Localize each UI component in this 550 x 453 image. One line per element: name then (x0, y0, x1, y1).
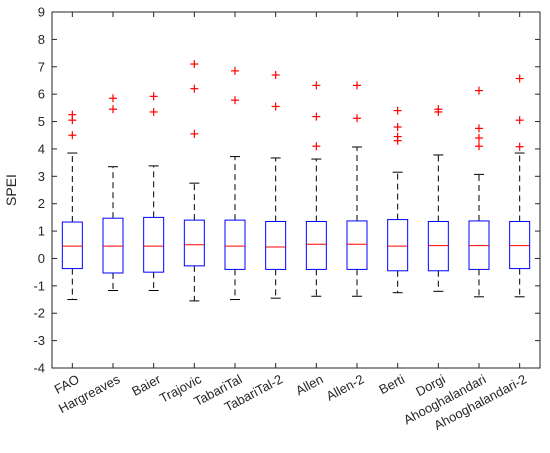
box-hargreaves (102, 94, 124, 292)
box-allen-2 (346, 81, 368, 297)
iqr-box (387, 219, 409, 272)
y-tick-label: 0 (38, 251, 45, 266)
outlier-marker (271, 70, 280, 79)
box-dorgi (427, 105, 449, 292)
outlier-marker (312, 81, 321, 90)
iqr-box (183, 219, 205, 267)
y-tick-label: 9 (38, 5, 45, 20)
outlier-marker (515, 142, 524, 151)
y-tick-label: -2 (33, 306, 45, 321)
y-tick-label: 8 (38, 32, 45, 47)
outlier-marker (312, 112, 321, 121)
y-tick-label: 1 (38, 224, 45, 239)
y-tick-label: 3 (38, 169, 45, 184)
outlier-marker (231, 96, 239, 105)
outlier-marker (231, 66, 239, 75)
box-tabarital-2 (265, 70, 287, 299)
outlier-marker (312, 142, 321, 151)
box-baier (143, 92, 165, 292)
axes-frame (51, 11, 541, 369)
box-allen (305, 81, 327, 297)
y-tick-label: -3 (33, 333, 45, 348)
iqr-box (224, 219, 246, 270)
iqr-box (305, 220, 327, 270)
y-tick-label: 7 (38, 59, 45, 74)
y-tick-label: 4 (38, 141, 45, 156)
y-axis-label: SPEI (3, 174, 19, 206)
iqr-box (346, 220, 368, 270)
outlier-marker (190, 84, 199, 93)
outlier-marker (353, 114, 361, 123)
outlier-marker (68, 110, 77, 119)
outlier-marker (515, 74, 524, 83)
iqr-box (102, 217, 124, 274)
outlier-marker (393, 123, 402, 132)
box-trajovic (183, 60, 205, 302)
outlier-marker (109, 94, 117, 103)
outlier-marker (353, 81, 361, 90)
y-tick-label: -4 (33, 361, 45, 376)
x-tick-label: Allen-2 (324, 371, 367, 403)
box-fao (61, 110, 83, 301)
outlier-marker (434, 105, 443, 114)
iqr-box (265, 220, 287, 270)
box-berti (387, 106, 409, 294)
outlier-marker (190, 60, 199, 69)
y-tick-label: -1 (33, 278, 45, 293)
outlier-marker (149, 107, 158, 116)
box-ahooghalandari-2 (509, 74, 531, 298)
iqr-box (143, 216, 165, 273)
outlier-marker (475, 133, 483, 142)
iqr-box (509, 220, 531, 270)
plot-layer (61, 60, 531, 302)
y-tick-label: 2 (38, 196, 45, 211)
iqr-box (61, 221, 83, 270)
outlier-marker (393, 106, 402, 115)
iqr-box (427, 220, 449, 272)
outlier-marker (190, 129, 199, 138)
x-tick-label: Berti (376, 371, 407, 397)
outlier-marker (475, 86, 483, 95)
outlier-marker (475, 124, 483, 133)
y-tick-label: 6 (38, 87, 45, 102)
outlier-marker (109, 105, 117, 114)
box-ahooghalandari (468, 86, 490, 298)
outlier-marker (393, 132, 402, 141)
outlier-marker (68, 131, 77, 140)
outlier-marker (271, 102, 280, 111)
y-tick-label: 5 (38, 114, 45, 129)
x-tick-label: Allen (293, 371, 326, 398)
box-tabarital (224, 66, 246, 301)
outlier-marker (149, 92, 158, 101)
outlier-marker (515, 116, 524, 125)
outlier-marker (475, 142, 483, 151)
